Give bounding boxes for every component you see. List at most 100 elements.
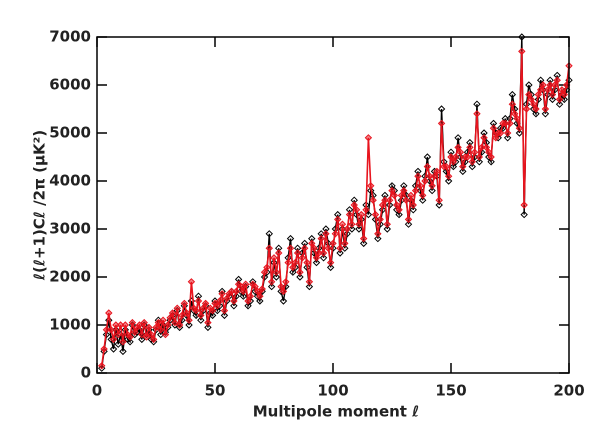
data-point (173, 304, 181, 312)
data-point (426, 177, 434, 185)
data-point (161, 330, 170, 339)
data-point (393, 201, 401, 209)
data-point (175, 321, 184, 329)
data-point (164, 321, 172, 329)
data-point (286, 234, 295, 243)
data-point (352, 210, 361, 219)
data-point (154, 318, 163, 327)
data-point (260, 268, 269, 276)
data-point (258, 285, 266, 293)
data-point (560, 90, 568, 99)
data-point (388, 186, 396, 195)
data-point (459, 162, 467, 171)
data-point (256, 297, 264, 305)
data-point (454, 143, 462, 152)
data-point (442, 162, 450, 171)
x-tick-label: 100 (317, 382, 348, 400)
data-point (343, 230, 351, 238)
data-point (359, 239, 368, 248)
data-point (98, 362, 106, 370)
data-point (395, 210, 403, 219)
data-point (119, 347, 127, 356)
data-point (492, 134, 500, 142)
data-point (390, 191, 399, 200)
data-point (518, 47, 526, 56)
data-point (204, 323, 212, 332)
data-point (466, 143, 474, 152)
data-point (303, 263, 311, 272)
y-tick-label: 1000 (49, 316, 91, 334)
data-point (369, 196, 377, 204)
x-tick-label: 200 (553, 382, 584, 400)
data-point (400, 186, 408, 195)
data-point (121, 326, 130, 334)
data-point (272, 273, 281, 281)
data-point (293, 249, 302, 257)
data-point (277, 282, 285, 291)
data-point (548, 90, 557, 99)
data-point (555, 100, 564, 108)
data-point (437, 105, 446, 113)
data-point (112, 326, 120, 334)
y-axis-label: ℓ(ℓ+1)Cℓ /2π (μK²) (31, 130, 49, 281)
data-point (374, 230, 382, 238)
data-point (503, 129, 512, 137)
data-point (145, 323, 153, 332)
data-point (468, 158, 476, 166)
data-point (267, 282, 276, 291)
data-point (404, 215, 413, 224)
data-point (102, 330, 111, 339)
data-point (409, 201, 417, 209)
data-point (447, 153, 455, 161)
data-point (558, 86, 566, 94)
data-point (291, 258, 299, 267)
data-point (475, 153, 484, 161)
data-point (449, 162, 458, 171)
data-point (407, 191, 415, 200)
data-point (395, 206, 403, 214)
data-point (121, 321, 130, 329)
data-point (378, 206, 387, 214)
data-point (345, 210, 354, 219)
data-point (310, 249, 318, 257)
data-point (201, 299, 210, 308)
data-point (454, 134, 462, 142)
data-point (489, 124, 498, 132)
data-point (459, 167, 467, 176)
data-point (131, 328, 139, 336)
data-point (376, 215, 384, 224)
y-tick-label: 4000 (49, 172, 91, 190)
data-point (112, 321, 120, 329)
data-point (109, 335, 118, 344)
data-point (336, 244, 344, 252)
data-point (485, 148, 493, 156)
data-point (444, 172, 453, 180)
data-point (527, 95, 535, 104)
data-point (520, 201, 528, 209)
data-point (341, 239, 349, 248)
data-point (487, 158, 495, 166)
data-point (315, 249, 323, 257)
data-point (352, 206, 361, 214)
x-axis-label: Multipole moment ℓ (253, 403, 420, 421)
x-tick-label: 50 (205, 382, 226, 400)
data-point (114, 340, 122, 348)
data-point (383, 220, 391, 228)
data-point (260, 273, 269, 281)
data-point (555, 95, 564, 104)
data-point (114, 330, 122, 339)
data-point (102, 326, 111, 334)
data-point (539, 81, 547, 89)
x-tick-label: 0 (92, 382, 102, 400)
data-point (525, 90, 533, 99)
data-point (381, 196, 389, 204)
data-point (343, 225, 351, 233)
data-point (371, 215, 380, 224)
data-point (522, 105, 531, 113)
data-point (256, 292, 264, 300)
data-point (230, 297, 238, 305)
data-point (499, 124, 507, 132)
data-point (402, 196, 410, 204)
data-point (423, 153, 432, 161)
